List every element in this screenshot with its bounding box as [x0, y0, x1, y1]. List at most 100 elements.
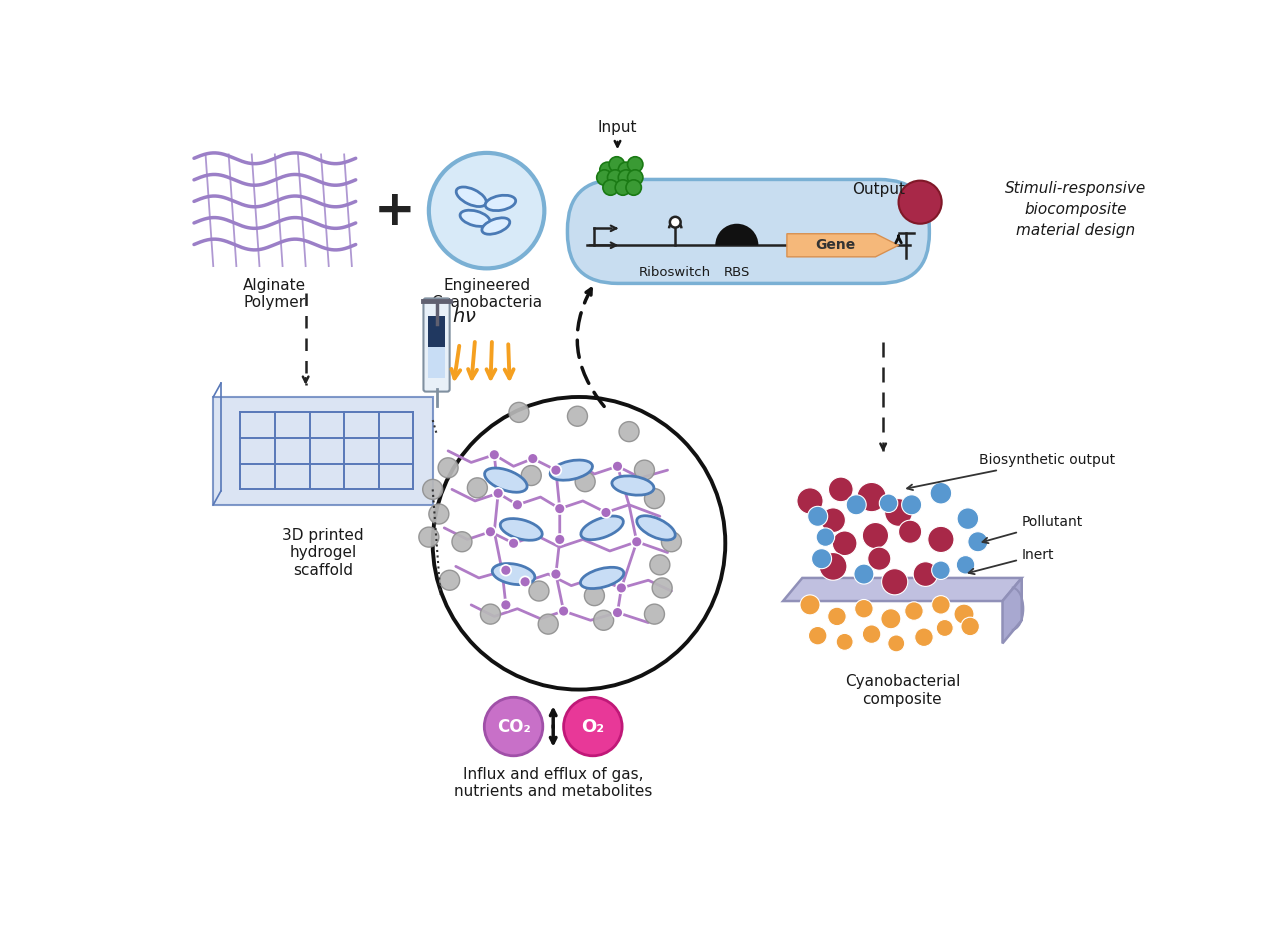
- Circle shape: [819, 553, 847, 580]
- Circle shape: [855, 600, 873, 618]
- Circle shape: [527, 453, 538, 464]
- Circle shape: [567, 406, 588, 426]
- Circle shape: [905, 601, 923, 620]
- Circle shape: [603, 180, 618, 195]
- Circle shape: [485, 527, 495, 537]
- Ellipse shape: [580, 567, 623, 588]
- Circle shape: [600, 163, 616, 177]
- Circle shape: [652, 578, 672, 598]
- Ellipse shape: [481, 218, 509, 234]
- Circle shape: [631, 536, 643, 547]
- Polygon shape: [783, 578, 1021, 601]
- Circle shape: [520, 576, 530, 587]
- Circle shape: [480, 604, 500, 624]
- Circle shape: [627, 170, 643, 185]
- Circle shape: [626, 180, 641, 195]
- Circle shape: [956, 556, 975, 574]
- Circle shape: [669, 217, 681, 228]
- Text: Stimuli-responsive
biocomposite
material design: Stimuli-responsive biocomposite material…: [1005, 181, 1147, 238]
- Circle shape: [585, 586, 604, 605]
- Text: h$\nu$: h$\nu$: [452, 307, 476, 326]
- FancyBboxPatch shape: [424, 299, 449, 391]
- Circle shape: [596, 170, 612, 185]
- Circle shape: [550, 465, 562, 475]
- Circle shape: [644, 488, 664, 509]
- Circle shape: [600, 507, 612, 517]
- Circle shape: [836, 633, 854, 650]
- Circle shape: [493, 488, 503, 499]
- Text: 3D printed
hydrogel
scaffold: 3D printed hydrogel scaffold: [282, 528, 364, 578]
- Circle shape: [509, 403, 529, 422]
- Circle shape: [550, 569, 562, 579]
- Circle shape: [913, 561, 938, 587]
- Circle shape: [884, 499, 913, 527]
- Circle shape: [500, 600, 511, 610]
- Circle shape: [846, 495, 867, 515]
- Circle shape: [858, 483, 886, 512]
- Circle shape: [529, 581, 549, 601]
- Text: Pollutant: Pollutant: [983, 516, 1083, 544]
- Text: O₂: O₂: [581, 717, 604, 736]
- Text: Riboswitch: Riboswitch: [639, 266, 712, 279]
- Circle shape: [812, 548, 832, 569]
- Circle shape: [554, 503, 566, 514]
- Circle shape: [879, 494, 897, 513]
- Circle shape: [452, 531, 472, 552]
- Circle shape: [644, 604, 664, 624]
- Circle shape: [512, 500, 522, 510]
- Circle shape: [635, 460, 654, 480]
- Ellipse shape: [550, 460, 593, 480]
- Circle shape: [828, 477, 854, 502]
- Polygon shape: [1002, 578, 1021, 644]
- Circle shape: [627, 157, 643, 172]
- FancyBboxPatch shape: [567, 179, 929, 283]
- Circle shape: [915, 628, 933, 646]
- Circle shape: [618, 163, 634, 177]
- Circle shape: [538, 615, 558, 634]
- Ellipse shape: [581, 517, 623, 540]
- Circle shape: [433, 397, 726, 689]
- Ellipse shape: [500, 518, 543, 540]
- Circle shape: [467, 478, 488, 498]
- Bar: [428, 328, 445, 377]
- Circle shape: [422, 479, 443, 500]
- Circle shape: [828, 607, 846, 626]
- Circle shape: [957, 508, 979, 530]
- Circle shape: [863, 522, 888, 548]
- Circle shape: [438, 458, 458, 478]
- Circle shape: [650, 555, 669, 574]
- Circle shape: [961, 617, 979, 636]
- Circle shape: [820, 508, 845, 532]
- Text: Alginate
Polymer: Alginate Polymer: [243, 277, 306, 310]
- Circle shape: [928, 527, 954, 553]
- Text: Cyanobacterial
composite: Cyanobacterial composite: [845, 674, 960, 707]
- Circle shape: [888, 635, 905, 652]
- Circle shape: [608, 170, 623, 185]
- Circle shape: [508, 538, 518, 548]
- Circle shape: [863, 625, 881, 644]
- Circle shape: [899, 520, 922, 544]
- Circle shape: [616, 180, 631, 195]
- Ellipse shape: [485, 195, 516, 211]
- Text: CO₂: CO₂: [497, 717, 530, 736]
- Circle shape: [594, 610, 613, 630]
- Text: Biosynthetic output: Biosynthetic output: [908, 453, 1116, 490]
- Text: +: +: [374, 187, 415, 234]
- Circle shape: [817, 528, 835, 546]
- Circle shape: [612, 460, 623, 472]
- Circle shape: [439, 571, 460, 590]
- Circle shape: [932, 596, 950, 615]
- Ellipse shape: [636, 516, 676, 540]
- Text: Influx and efflux of gas,
nutrients and metabolites: Influx and efflux of gas, nutrients and …: [453, 767, 652, 799]
- Circle shape: [554, 534, 566, 545]
- Ellipse shape: [485, 468, 527, 492]
- Circle shape: [620, 421, 639, 442]
- Circle shape: [901, 495, 922, 515]
- Circle shape: [832, 531, 858, 556]
- Ellipse shape: [456, 187, 486, 206]
- Ellipse shape: [460, 210, 490, 226]
- Circle shape: [936, 619, 954, 636]
- Ellipse shape: [612, 476, 654, 495]
- Ellipse shape: [493, 563, 535, 585]
- Circle shape: [429, 504, 449, 524]
